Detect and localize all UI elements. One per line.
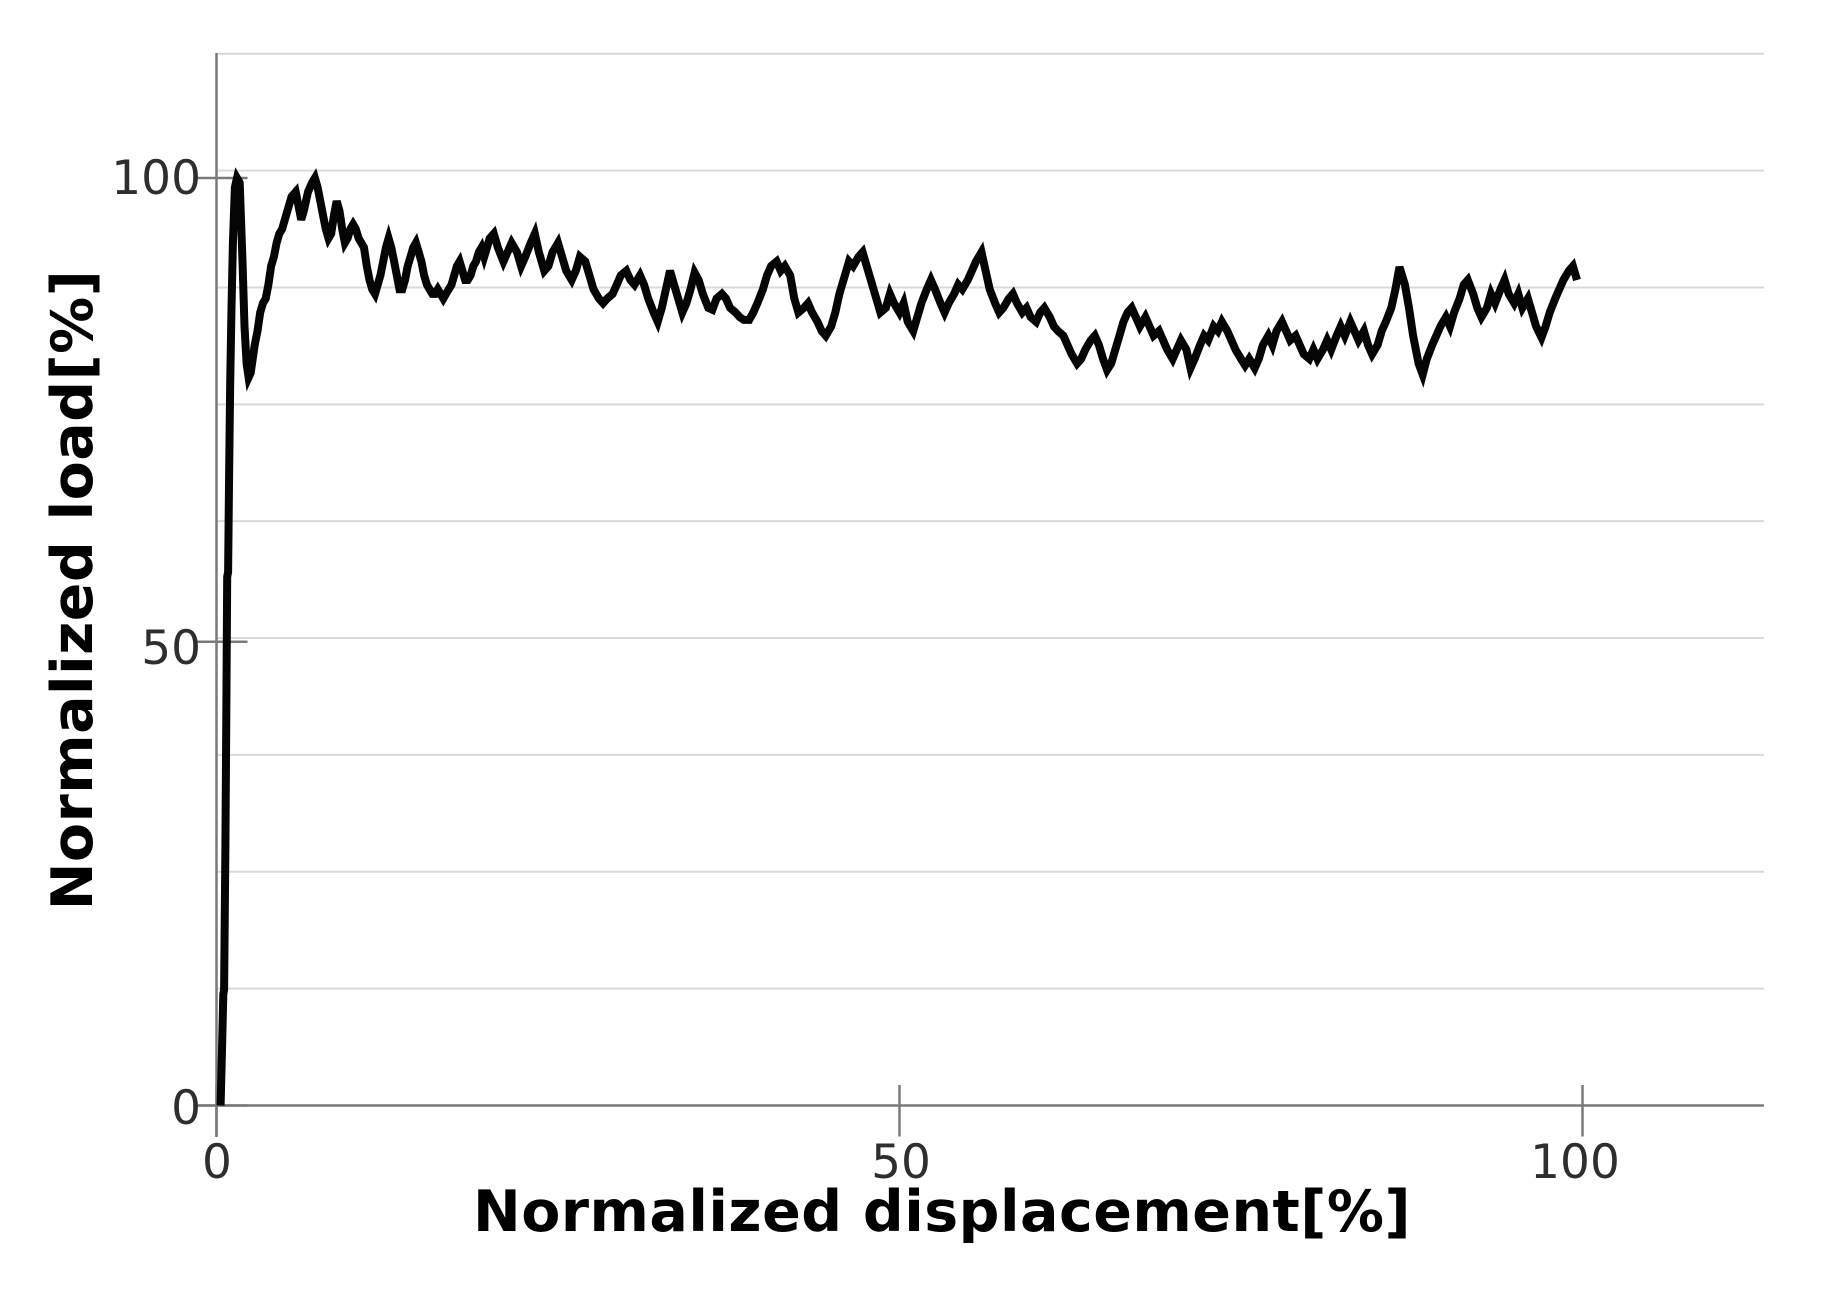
y-axis-title: Normalized load[%]	[40, 270, 106, 911]
y-tick-label-100: 100	[111, 151, 201, 206]
x-axis-title: Normalized displacement[%]	[473, 1179, 1411, 1245]
x-tick-label-0: 0	[202, 1135, 232, 1190]
x-tick-label-50: 50	[871, 1135, 931, 1190]
y-tick-label-0: 0	[171, 1081, 201, 1136]
y-tick-label-50: 50	[141, 621, 201, 676]
axes-layer	[197, 53, 1764, 1137]
series-layer	[216, 167, 1581, 1106]
series-line	[216, 167, 1581, 1106]
x-tick-label-100: 100	[1530, 1135, 1620, 1190]
gridlines-layer	[216, 52, 1764, 990]
